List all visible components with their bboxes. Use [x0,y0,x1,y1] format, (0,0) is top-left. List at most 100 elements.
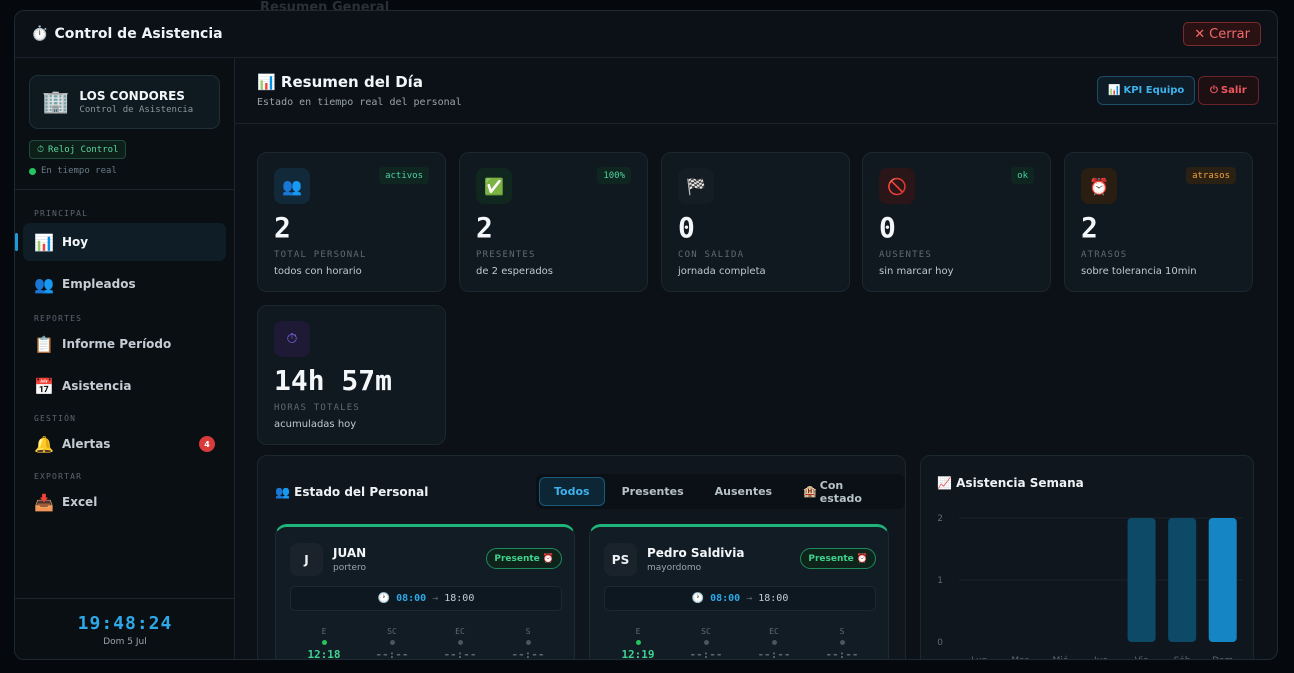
punch-label: SC [701,627,711,636]
card-label: AUSENTES [879,250,932,260]
modal-header: ⏱️ Control de Asistencia ✕ Cerrar [15,11,1277,58]
sidebar-item-label: Informe Período [62,337,172,351]
sidebar-item-hoy[interactable]: 📊 Hoy [15,223,226,261]
bar-vie[interactable] [1127,518,1156,642]
people-icon: 👥 [274,168,310,204]
y-tick-label: 1 [937,576,943,586]
sidebar-item-label: Empleados [62,277,136,291]
exit-button[interactable]: ⏻ Salir [1198,76,1259,105]
employee-role: mayordomo [647,563,702,573]
card-value: 0 [678,211,695,244]
card-tag: 100% [597,167,631,184]
card-description: jornada completa [678,266,766,277]
punch-time: 12:18 [307,648,341,660]
kpi-card: 🏁 0 CON SALIDA jornada completa [661,152,850,292]
kpi-team-button[interactable]: 📊 KPI Equipo [1097,76,1196,105]
x-tick-label: Jue [1093,656,1108,660]
bell-icon: 🔔 [34,434,54,454]
punch-time: --:-- [375,648,409,660]
section-gestion: GESTIÓN [34,414,77,423]
punch-dot [321,640,327,645]
card-tag: ok [1011,167,1034,184]
chart-increasing-icon: 📈 [937,476,952,490]
avatar: PS [604,543,637,576]
stopwatch-icon: ⏱️ [31,26,49,42]
clock-tag: ⏱ Reloj Control [29,140,127,159]
sidebar-item-informe[interactable]: 📋 Informe Período [23,325,226,363]
filter-tab-presentes[interactable]: Presentes [608,477,698,506]
schedule-start: 08:00 [710,593,741,604]
filter-tab-label: Todos [554,485,590,498]
card-label: PRESENTES [476,250,536,260]
close-button[interactable]: ✕ Cerrar [1183,22,1261,46]
inbox-tray-icon: 📥 [34,492,54,512]
x-tick-label: Sáb [1174,656,1191,660]
card-value: 2 [274,211,291,244]
main-content: 📊 Resumen del Día Estado en tiempo real … [235,58,1277,660]
power-icon: ⏻ [1210,85,1218,96]
brand-name: LOS CONDORES [79,89,185,103]
main-header: 📊 Resumen del Día Estado en tiempo real … [235,58,1277,124]
punch-time: 12:19 [621,648,655,660]
sidebar-item-alertas[interactable]: 🔔 Alertas 4 [23,425,226,463]
schedule-bar: 🕐 08:00 → 18:00 [290,586,562,611]
live-indicator: En tiempo real [29,166,234,176]
hotel-icon: 🏨 [803,485,817,498]
kpi-card: ⏱ 14h 57m HORAS TOTALES acumuladas hoy [257,305,446,445]
weekly-attendance-chart: 0 1 2 Lun Mar Mié Jue Vie Sáb Dom [937,514,1243,660]
sidebar-item-empleados[interactable]: 👥 Empleados [23,265,226,303]
brand-subtitle: Control de Asistencia [79,105,194,115]
punch-time: --:-- [689,648,723,660]
arrow-right-icon: → [746,593,753,604]
kpi-card: 👥 activos 2 TOTAL PERSONAL todos con horario [257,152,446,292]
chart-title-text: Asistencia Semana [956,476,1084,490]
punch-dot [771,640,777,645]
filter-tab-label: Presentes [621,485,684,498]
x-tick-label: Mar [1011,656,1028,660]
card-tag: atrasos [1186,167,1236,184]
card-description: sobre tolerancia 10min [1081,266,1197,277]
employee-name: Pedro Saldivia [647,546,745,560]
punch-time: --:-- [825,648,859,660]
people-icon: 👥 [275,485,290,499]
weekly-attendance-panel: 📈 Asistencia Semana 0 1 2 Lun Mar Mié Jue Vie Sá… [920,455,1254,660]
kpi-card: ⏰ atrasos 2 ATRASOS sobre tolerancia 10min [1064,152,1253,292]
sidebar-item-label: Excel [62,495,98,509]
sidebar-item-label: Asistencia [62,379,132,393]
bar-sáb[interactable] [1168,518,1197,642]
clock-tag-label: Reloj Control [48,144,119,155]
employee-role: portero [333,563,366,573]
punch-label: S [525,627,531,636]
schedule-bar: 🕐 08:00 → 18:00 [604,586,876,611]
x-tick-label: Lun [971,656,987,660]
avatar: J [290,543,323,576]
arrow-right-icon: → [432,593,439,604]
punch-marks: E 12:19 SC --:-- EC --:-- S --:-- [604,627,876,660]
card-label: TOTAL PERSONAL [274,250,367,260]
alerts-count-badge: 4 [199,436,215,452]
punch-time: --:-- [511,648,545,660]
status-badge: Presente ⏰ [800,548,876,569]
clipboard-icon: 📋 [34,334,54,354]
live-dot [29,167,36,175]
punch-dot [635,640,641,645]
punch-dot [457,640,463,645]
punch-time: --:-- [757,648,791,660]
filter-tab-con-estado[interactable]: 🏨 Con estado [789,477,902,506]
bar-dom[interactable] [1208,518,1237,642]
filter-tab-ausentes[interactable]: Ausentes [701,477,786,506]
current-date: Dom 5 Jul [103,637,147,647]
punch-mark: S --:-- [812,627,872,660]
page-subtitle: Estado en tiempo real del personal [257,97,462,108]
punch-label: SC [387,627,397,636]
sidebar-item-asistencia[interactable]: 📅 Asistencia [23,367,226,405]
prohibited-icon: 🚫 [879,168,915,204]
filter-tab-todos[interactable]: Todos [539,477,605,506]
employee-card[interactable]: J JUAN portero Presente ⏰ 🕐 08:00 → 18:00 E 12:18 S… [275,524,575,660]
sidebar-item-excel[interactable]: 📥 Excel [23,483,226,521]
x-tick-label: Mié [1053,655,1069,660]
card-tag: activos [379,167,429,184]
employee-card[interactable]: PS Pedro Saldivia mayordomo Presente ⏰ 🕐 08:00… [589,524,889,660]
checkered-flag-icon: 🏁 [678,168,714,204]
punch-dot [389,640,395,645]
